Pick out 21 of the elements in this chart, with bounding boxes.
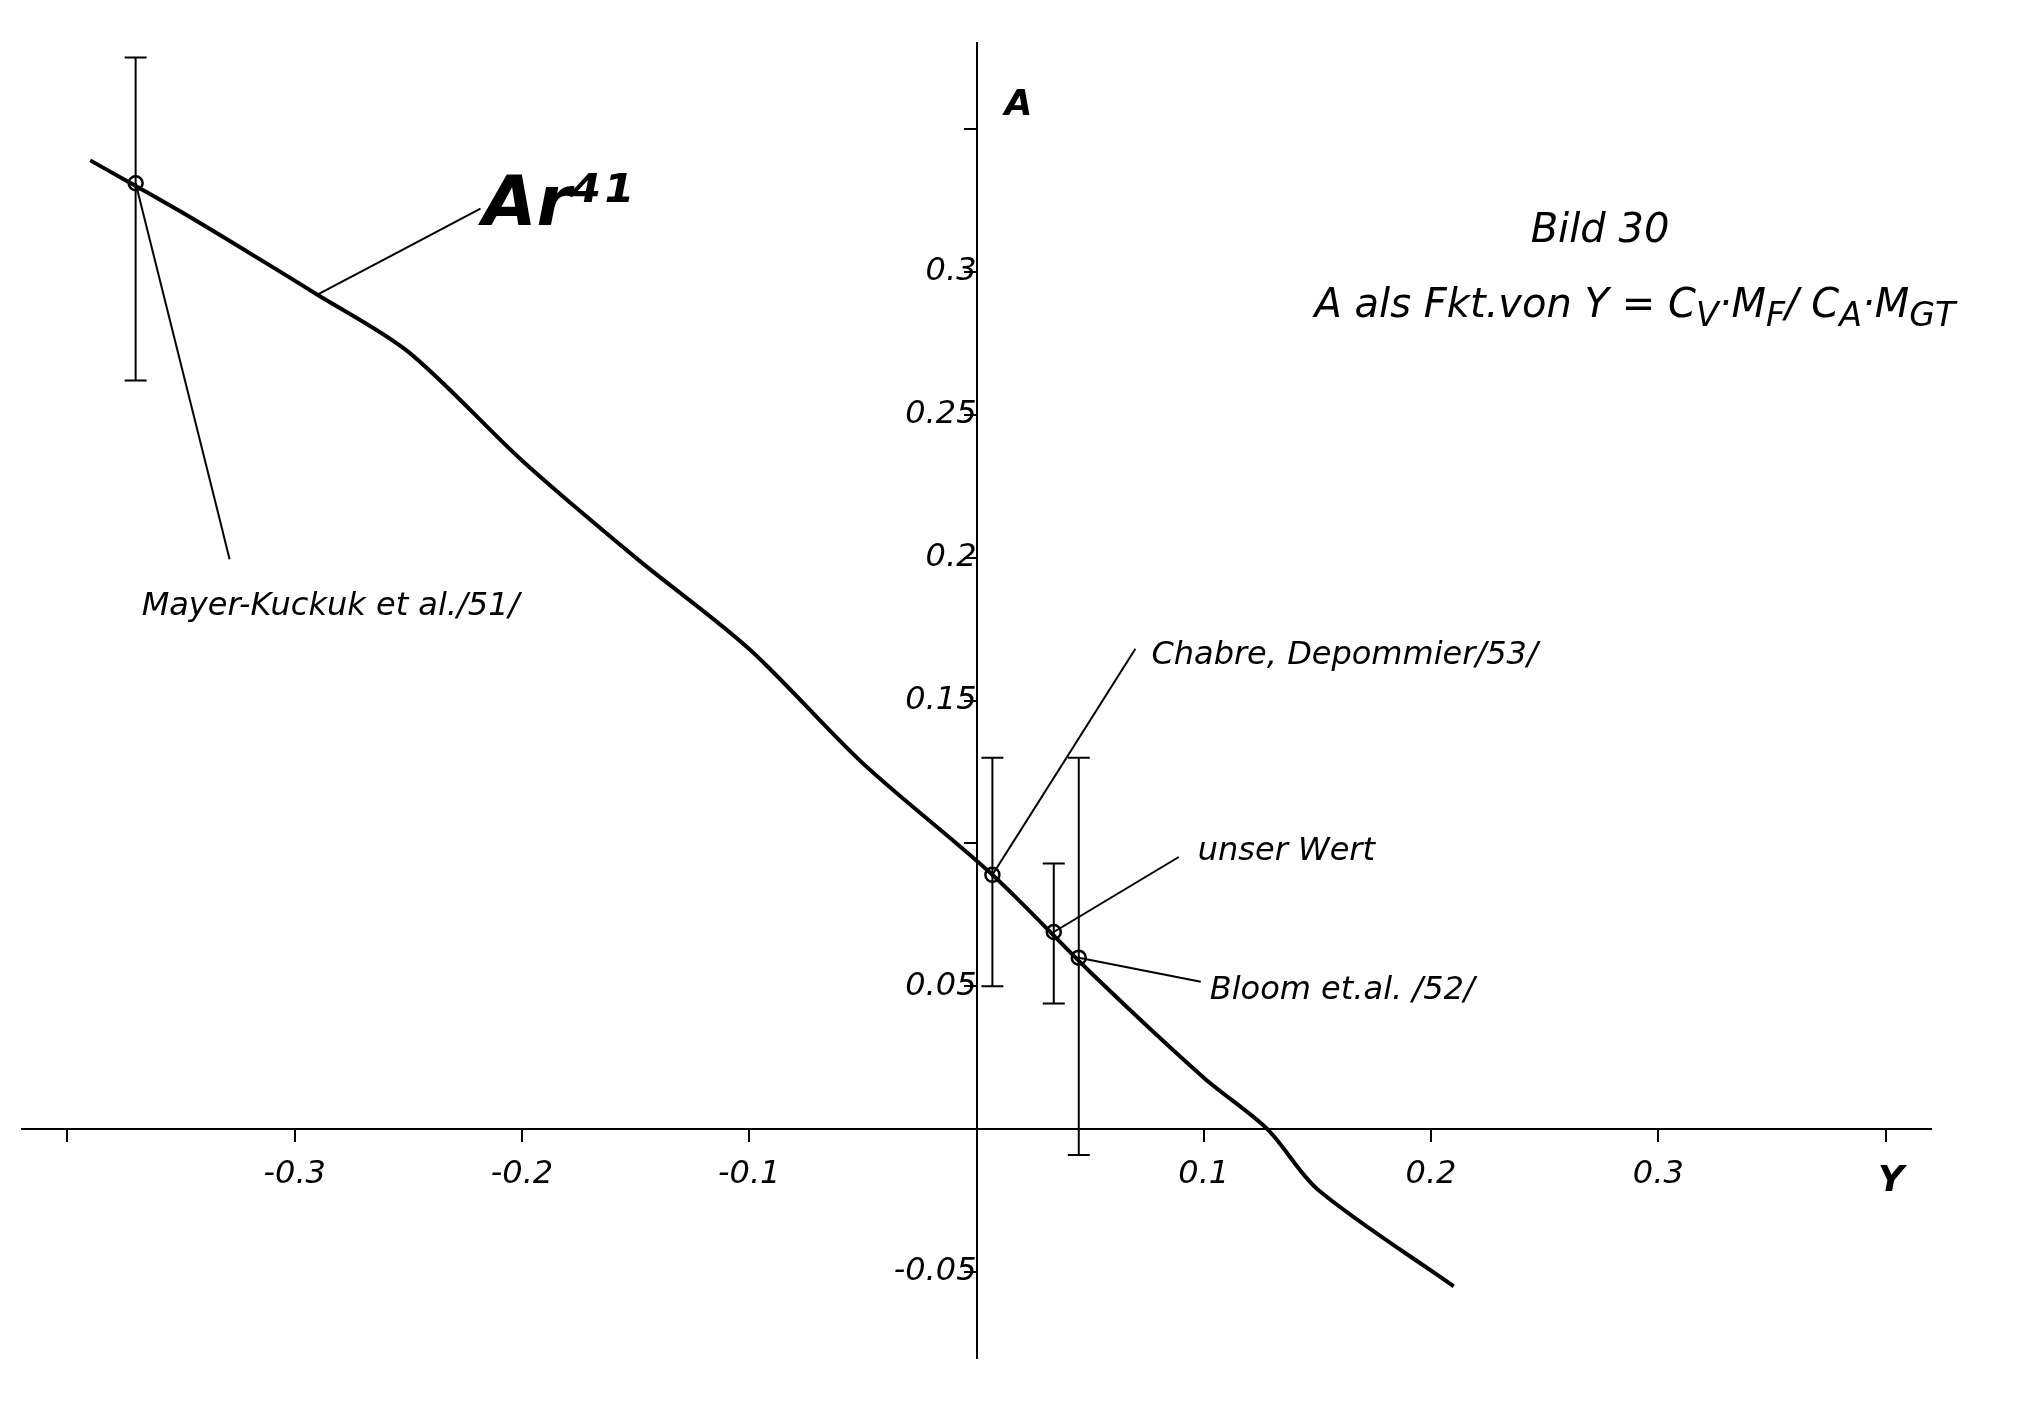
- annotation: unser Wert: [1197, 829, 1377, 868]
- x-tick-label: -0.2: [490, 1152, 554, 1191]
- x-tick-label: -0.1: [718, 1152, 781, 1191]
- x-axis-title: Y: [1877, 1158, 1908, 1200]
- y-tick-label: -0.05: [893, 1250, 977, 1289]
- y-axis-title: A: [1001, 82, 1033, 124]
- text: Bild 30: [1529, 205, 1671, 251]
- annotation: Bloom et.al. /52/: [1209, 968, 1478, 1007]
- annotation: Chabre, Depommier/53/: [1151, 633, 1541, 672]
- y-tick-label: 0.25: [905, 393, 977, 432]
- x-tick-label: 0.2: [1405, 1152, 1457, 1191]
- annotation: Mayer-Kuckuk et al./51/: [141, 585, 523, 624]
- x-tick-label: 0.1: [1178, 1152, 1230, 1191]
- y-tick-label: 0.15: [905, 678, 977, 717]
- annotation: Ar⁴¹: [477, 159, 633, 242]
- text: A als Fkt.von Y = C$_{V}$·M$_{F}$/ C$_{A}$·M$_{GT}$: [1311, 280, 1959, 334]
- y-tick-label: 0.2: [925, 535, 977, 574]
- x-tick-label: -0.3: [263, 1152, 326, 1191]
- y-tick-label: 0.3: [925, 250, 977, 289]
- y-tick-label: 0.05: [905, 964, 977, 1003]
- x-tick-label: 0.3: [1632, 1152, 1684, 1191]
